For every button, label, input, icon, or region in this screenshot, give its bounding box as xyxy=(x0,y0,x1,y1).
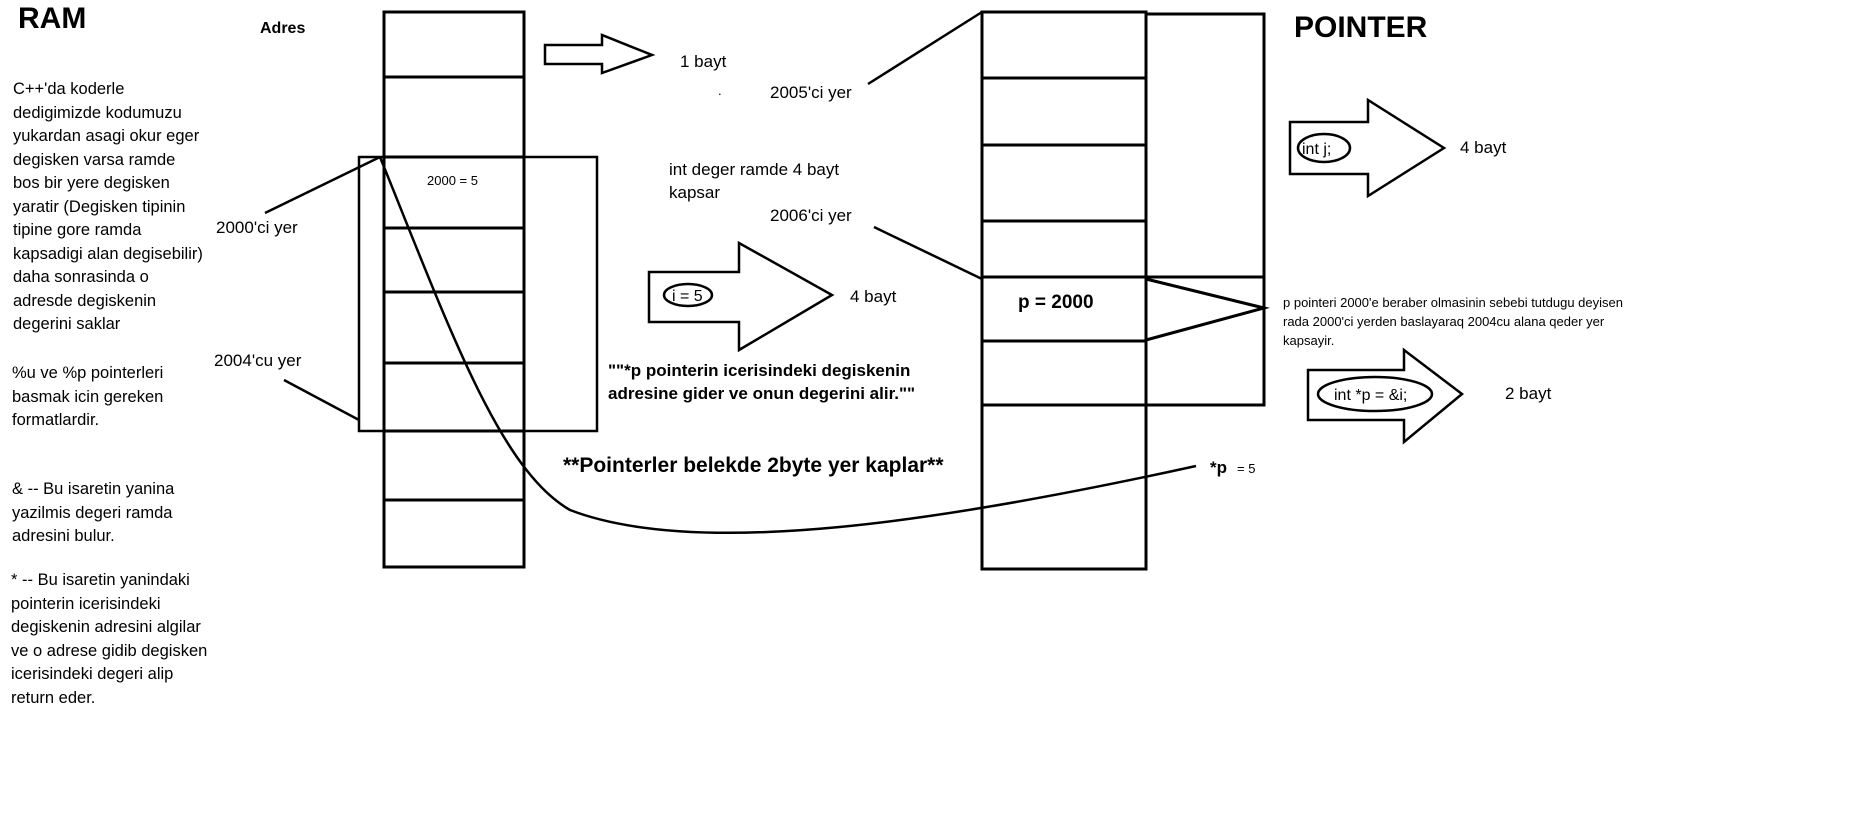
pointer-decl-label: int *p = &i; xyxy=(1334,387,1407,404)
pointer-line-2006 xyxy=(873,225,983,281)
dereference-operator-note: * -- Bu isaretin yanindaki pointerin ice… xyxy=(11,571,208,707)
int-i-ellipse xyxy=(662,282,714,308)
int-j-bytes: 4 bayt xyxy=(1460,138,1507,157)
pointer-range-note-line: kapsayir. xyxy=(1283,333,1334,348)
address-of-operator-note: & -- Bu isaretin yanina yazilmis degeri … xyxy=(12,480,175,545)
int-i-region xyxy=(357,155,599,433)
int-size-note-line: kapsar xyxy=(669,183,720,202)
dereference-note-line: adresine gider ve onun degerini alir."" xyxy=(608,384,915,403)
pointer-size-note: **Pointerler belekde 2byte yer kaplar** xyxy=(563,454,944,477)
dereference-curve xyxy=(378,156,1197,535)
format-specifier-note: %u ve %p pointerleri basmak icin gereken… xyxy=(12,364,164,429)
one-byte-label: 1 bayt xyxy=(680,52,727,71)
int-size-note-line: int deger ramde 4 bayt xyxy=(669,160,839,179)
ram-title: RAM xyxy=(18,2,86,35)
pointer-range-note-line: p pointeri 2000'e beraber olmasinin sebe… xyxy=(1283,295,1623,310)
ram-cell-value: 2000 = 5 xyxy=(427,173,478,188)
label-2005: 2005'ci yer xyxy=(770,83,852,102)
int-j-label: int j; xyxy=(1302,141,1331,158)
int-i-bytes: 4 bayt xyxy=(850,287,897,306)
int-size-note: int deger ramde 4 bayt kapsar xyxy=(669,160,844,202)
pointer-decl-arrow xyxy=(1306,347,1465,445)
ram-explanation-note: C++'da koderle dedigimizde kodumuzu yuka… xyxy=(13,80,203,333)
pointer-outer-frame xyxy=(1146,12,1266,407)
dereference-note: ""*p pointerin icerisindeki degiskenin a… xyxy=(608,361,915,403)
pointer-line-2000 xyxy=(264,155,381,215)
pointer-line-2005 xyxy=(867,10,983,86)
p-cell-value: p = 2000 xyxy=(1018,292,1094,313)
label-2006: 2006'ci yer xyxy=(770,206,852,225)
int-j-arrow xyxy=(1288,97,1447,199)
pointer-decl-ellipse xyxy=(1316,375,1434,413)
one-byte-arrow xyxy=(543,33,656,75)
pointer-decl-bytes: 2 bayt xyxy=(1505,384,1552,403)
int-j-ellipse xyxy=(1296,132,1352,164)
pointer-range-note-line: rada 2000'ci yerden baslayaraq 2004cu al… xyxy=(1283,314,1605,329)
dereference-note-line: ""*p pointerin icerisindeki degiskenin xyxy=(608,361,910,380)
int-i-label: i = 5 xyxy=(672,288,703,305)
adres-label: Adres xyxy=(260,20,305,37)
label-2004: 2004'cu yer xyxy=(214,351,302,370)
stray-dot: . xyxy=(718,83,722,98)
pointer-line-2004 xyxy=(283,378,360,422)
ram-memory-column xyxy=(382,10,526,569)
int-i-arrow xyxy=(647,240,835,353)
deref-label: *p xyxy=(1210,458,1227,477)
pointer-cell-triangle xyxy=(1145,277,1270,342)
pointer-title: POINTER xyxy=(1294,11,1428,44)
label-2000: 2000'ci yer xyxy=(216,218,298,237)
pointer-memory-column xyxy=(980,10,1148,571)
deref-value: = 5 xyxy=(1237,461,1255,476)
pointer-range-note: p pointeri 2000'e beraber olmasinin sebe… xyxy=(1283,295,1627,348)
